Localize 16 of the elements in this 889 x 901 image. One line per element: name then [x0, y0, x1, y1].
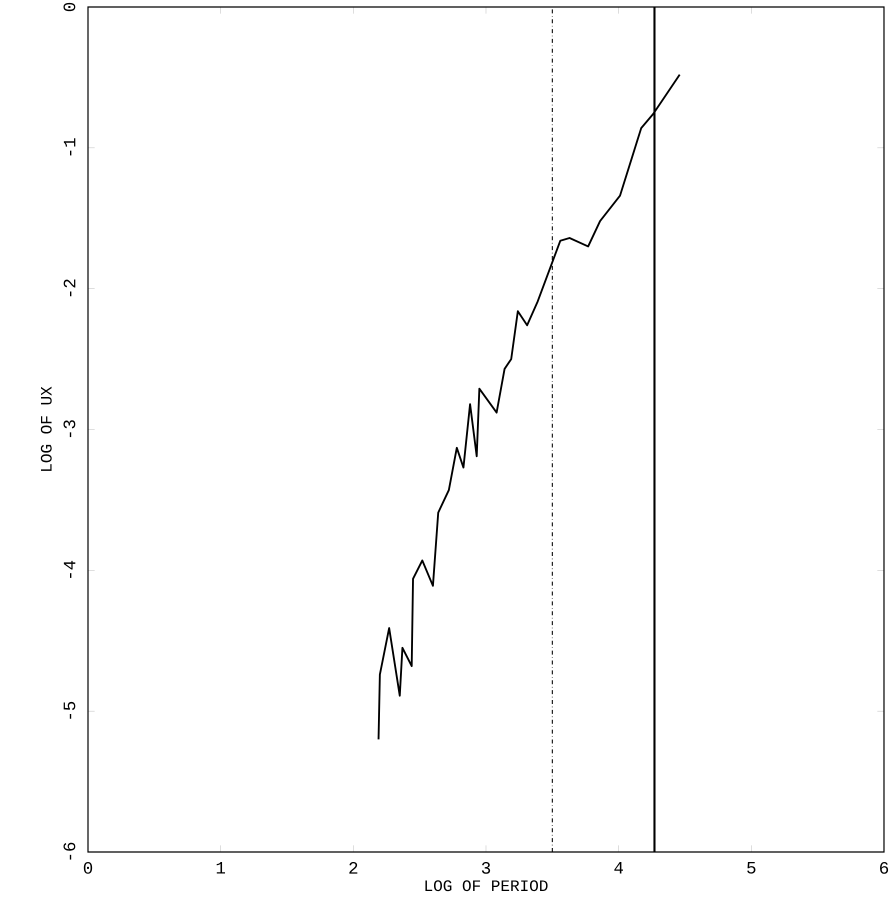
- y-axis-title: LOG OF UX: [40, 386, 52, 471]
- x-tick-label: 1: [216, 862, 226, 874]
- y-tick-label: -1: [64, 138, 76, 156]
- x-tick-label: 5: [747, 862, 756, 874]
- y-tick-label: -4: [64, 560, 76, 578]
- x-tick-label: 3: [482, 862, 490, 874]
- y-tick-label: -6: [64, 842, 76, 860]
- x-tick-label: 6: [880, 862, 888, 874]
- y-tick-label: -2: [64, 279, 76, 296]
- y-tick-label: -5: [64, 702, 76, 719]
- y-tick-label: 0: [64, 2, 76, 12]
- x-axis-title: LOG OF PERIOD: [425, 880, 548, 892]
- x-tick-label: 0: [84, 862, 92, 874]
- y-tick-label: -3: [64, 420, 76, 438]
- x-tick-label: 2: [349, 862, 358, 874]
- x-tick-label: 4: [614, 862, 623, 874]
